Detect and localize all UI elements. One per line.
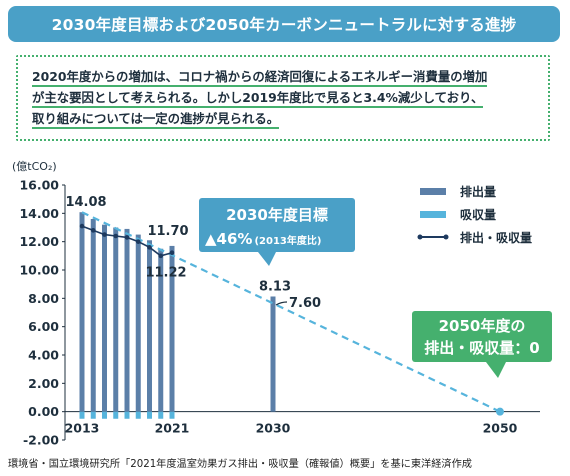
callout-2050-line1: 2050年度の [439, 317, 526, 335]
note-line-3: 取り組みについては一定の進捗が見られる。 [32, 108, 532, 129]
target-trend-line [81, 211, 501, 413]
callout-2030-pointer [258, 252, 276, 266]
emissions-bar [158, 248, 164, 412]
net-emissions-point [102, 232, 107, 237]
net-emissions-point [147, 245, 152, 250]
net-emissions-point [113, 233, 119, 239]
emissions-bar [90, 219, 96, 412]
note-line-1: 2020年度からの増加は、コロナ禍からの経済回復によるエネルギー消費量の増加 [32, 66, 532, 87]
absorption-bar [102, 411, 107, 419]
x-tick-label: 2021 [155, 420, 190, 435]
note-line-2: が主な要因として考えられる。しかし2019年度比で見ると3.4%減少しており、 [32, 87, 532, 108]
emissions-bar [113, 227, 119, 412]
y-tick-label: -2.00 [23, 433, 59, 448]
net-emissions-point [135, 239, 141, 244]
callout-2030-value: ▲46% (2013年度比) [205, 230, 321, 248]
legend-swatch-emissions [420, 188, 446, 195]
emissions-bar [169, 245, 175, 412]
callout-2030-title: 2030年度目標 [226, 206, 328, 224]
y-tick-label: 14.00 [19, 206, 59, 221]
absorption-bar [169, 411, 175, 419]
callout-2030-target: 2030年度目標 ▲46% (2013年度比) [199, 198, 355, 266]
y-tick-label: 4.00 [28, 348, 59, 363]
absorption-bar [79, 411, 85, 419]
absorption-bar [113, 411, 119, 419]
emissions-bar [147, 240, 152, 412]
data-label-v2021net: 11.22 [145, 266, 186, 281]
chart-title-banner: 2030年度目標および2050年カーボンニュートラルに対する進捗 [8, 6, 560, 42]
legend-label-net: 排出・吸収量 [460, 230, 532, 245]
net-emissions-point [124, 235, 130, 240]
x-tick-label: 2030 [256, 420, 291, 435]
x-tick-label: 2013 [65, 420, 100, 435]
data-labels-layer: 14.08 11.70 11.22 8.13 7.60 [65, 195, 321, 311]
data-label-v2030net: 7.60 [289, 296, 321, 311]
legend-label-emissions: 排出量 [460, 184, 496, 199]
net-2030-leader [275, 301, 288, 306]
callout-2030-box [199, 198, 355, 252]
callout-2050-pointer [486, 362, 506, 378]
x-tick-label: 2050 [483, 420, 518, 435]
absorption-bar [90, 411, 96, 419]
emissions-bar [79, 212, 85, 412]
absorption-bar [158, 411, 164, 419]
y-axis-unit-label: (億tCO₂) [12, 160, 57, 173]
net-emissions-point [169, 250, 175, 256]
emissions-bar [270, 296, 276, 412]
data-label-v2021: 11.70 [147, 224, 188, 239]
y-tick-label: 6.00 [28, 319, 59, 334]
y-tick-label: 0.00 [28, 404, 59, 419]
legend: 排出量 吸収量 排出・吸収量 [417, 184, 532, 245]
legend-label-absorption: 吸収量 [460, 208, 496, 222]
y-tick-label: 2.00 [28, 376, 59, 391]
target-end-marker [496, 407, 504, 416]
legend-swatch-absorption [420, 211, 446, 218]
absorption-bar [124, 411, 130, 419]
net-emissions-point [90, 228, 96, 233]
legend-dot-net-left [417, 234, 423, 240]
y-tick-label: 10.00 [19, 263, 59, 278]
absorption-bar [135, 411, 141, 419]
callout-2050: 2050年度の 排出・吸収量：0 [412, 311, 552, 378]
net-emissions-point [79, 223, 85, 229]
line-layer [79, 211, 504, 416]
callout-2050-box [412, 311, 552, 362]
bars-layer [79, 212, 276, 419]
y-tick-label: 8.00 [28, 291, 59, 306]
data-label-v2013: 14.08 [65, 195, 106, 210]
legend-dot-net-right [443, 234, 449, 240]
axis-layer: 16.00 14.00 12.00 10.00 8.00 6.00 4.00 2.00 0.00… [19, 178, 540, 448]
emissions-bar [135, 234, 141, 412]
y-tick-label: 12.00 [19, 234, 59, 249]
callout-2050-line2: 排出・吸収量：0 [424, 339, 539, 357]
emissions-bar [102, 224, 107, 412]
summary-note: 2020年度からの増加は、コロナ禍からの経済回復によるエネルギー消費量の増加 が… [16, 55, 550, 141]
y-tick-label: 16.00 [19, 178, 59, 193]
chart-title: 2030年度目標および2050年カーボンニュートラルに対する進捗 [51, 16, 517, 34]
absorption-bar [147, 411, 152, 419]
emissions-bar [124, 228, 130, 412]
data-label-v2030: 8.13 [259, 279, 291, 294]
source-credit: 環境省・国立環境研究所「2021年度温室効果ガス排出・吸収量（確報値）概要」を基… [8, 459, 472, 470]
net-emissions-point [158, 253, 164, 259]
